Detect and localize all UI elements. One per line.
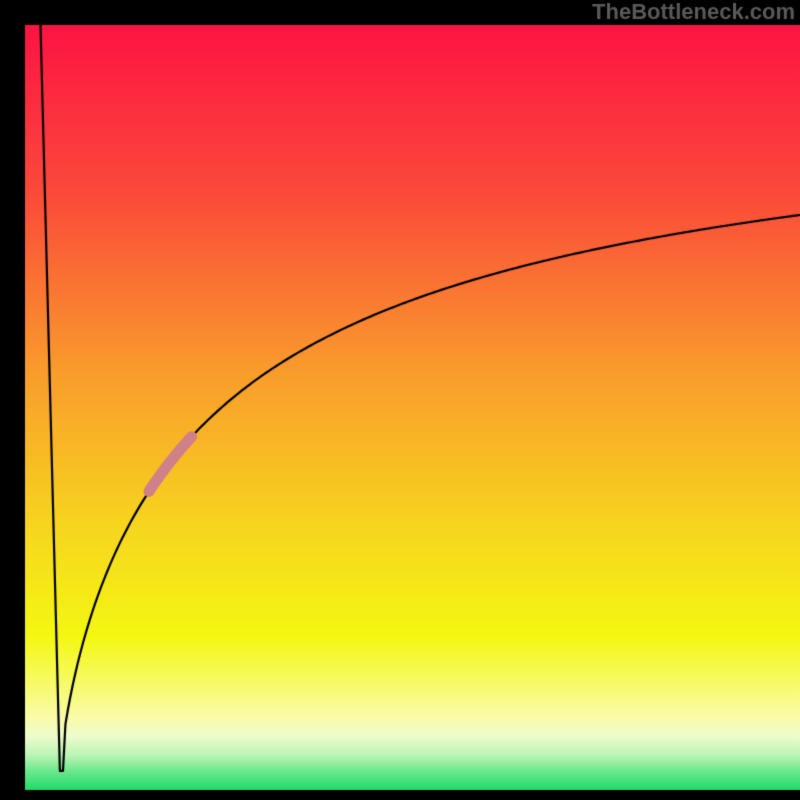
bottleneck-chart-canvas (0, 0, 800, 800)
